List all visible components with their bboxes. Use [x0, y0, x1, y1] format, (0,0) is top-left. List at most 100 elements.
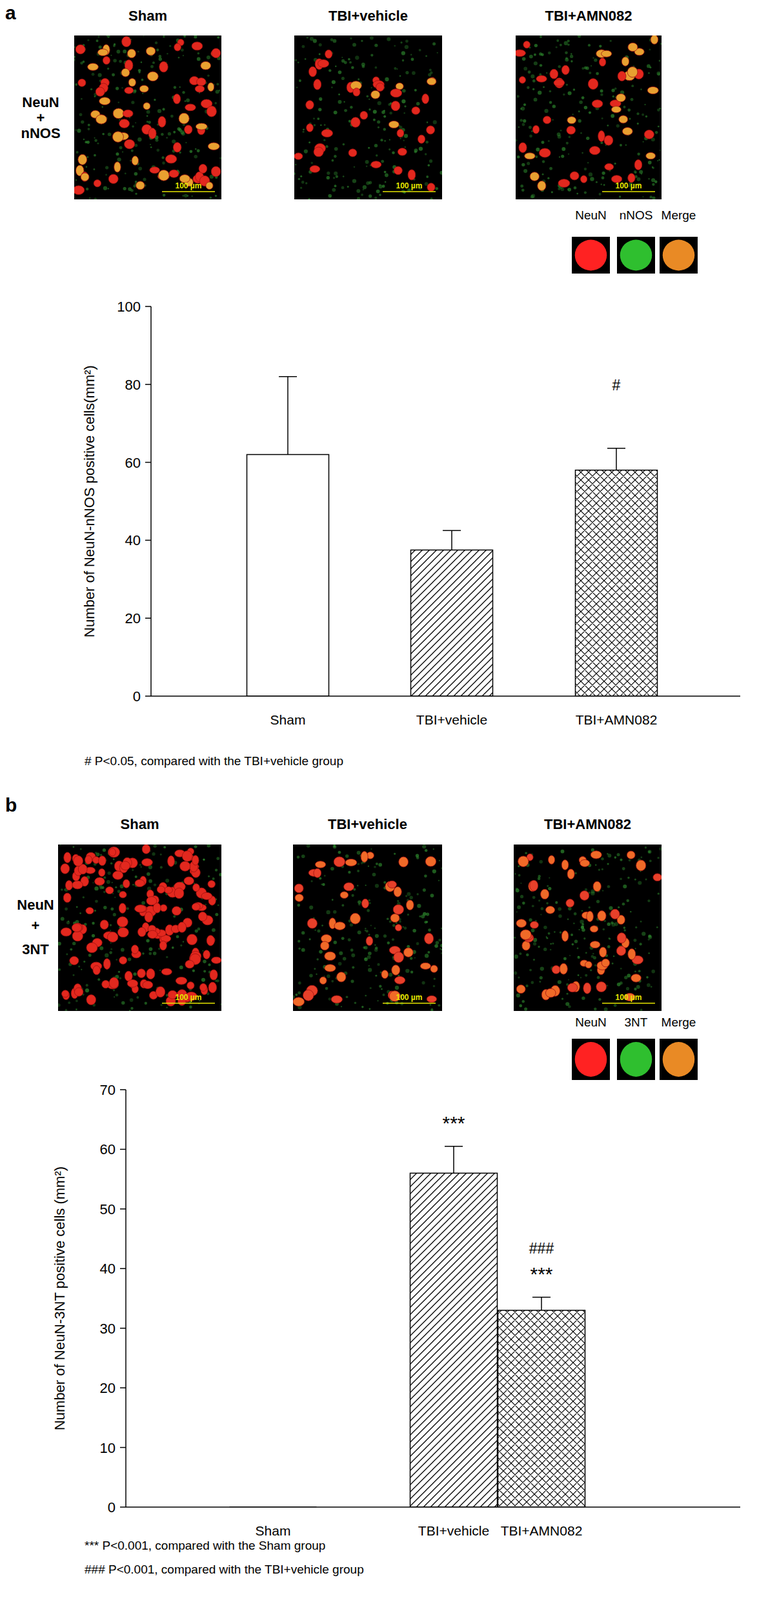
cell	[365, 937, 374, 947]
speckle	[185, 141, 187, 144]
stain-label: +	[31, 917, 41, 934]
cell	[427, 183, 435, 192]
speckle	[564, 50, 568, 55]
cell	[516, 919, 527, 929]
speckle	[326, 176, 330, 180]
speckle	[85, 984, 89, 987]
cell	[567, 983, 578, 993]
cell	[646, 152, 656, 159]
cell	[529, 880, 539, 892]
cell	[211, 48, 221, 59]
speckle	[542, 86, 545, 89]
speckle	[196, 149, 201, 153]
speckle	[633, 988, 637, 991]
speckle	[592, 57, 594, 59]
micrograph	[293, 844, 443, 1012]
speckle	[373, 866, 377, 869]
speckle	[626, 899, 630, 903]
cell	[161, 968, 172, 976]
speckle	[304, 58, 307, 61]
speckle	[545, 902, 549, 905]
category-label: Sham	[270, 712, 306, 728]
speckle	[523, 67, 528, 71]
speckle	[557, 980, 562, 985]
speckle	[82, 896, 85, 899]
speckle	[570, 52, 573, 55]
speckle	[353, 165, 356, 168]
speckle	[425, 54, 428, 57]
cell	[107, 932, 118, 943]
speckle	[513, 971, 517, 976]
speckle	[415, 854, 419, 858]
error-stem	[453, 1146, 455, 1174]
scale-bar	[161, 191, 215, 193]
speckle	[522, 56, 526, 61]
speckle	[427, 164, 430, 167]
speckle	[636, 122, 639, 125]
speckle	[338, 962, 343, 967]
inset-label: NeuN	[575, 208, 607, 223]
speckle	[422, 888, 426, 892]
speckle	[565, 1002, 570, 1007]
micrograph-bg	[513, 844, 662, 1012]
cell	[391, 101, 401, 112]
speckle	[161, 156, 164, 159]
speckle	[318, 52, 321, 55]
speckle	[112, 913, 117, 917]
speckle	[101, 132, 105, 136]
speckle	[159, 970, 161, 972]
speckle	[640, 88, 643, 91]
speckle	[658, 159, 660, 161]
speckle	[603, 183, 606, 186]
speckle	[386, 917, 390, 921]
cell	[422, 94, 430, 104]
speckle	[72, 942, 76, 946]
speckle	[416, 893, 419, 896]
speckle	[630, 98, 634, 102]
cell	[545, 906, 555, 915]
speckle	[93, 168, 96, 171]
speckle	[384, 140, 386, 142]
speckle	[97, 35, 100, 38]
speckle	[314, 929, 316, 932]
speckle	[367, 968, 372, 972]
speckle	[369, 36, 374, 41]
cell	[63, 852, 71, 863]
speckle	[298, 79, 302, 82]
speckle	[650, 986, 653, 989]
speckle	[203, 970, 206, 974]
error-cap	[278, 376, 297, 378]
speckle	[635, 948, 637, 950]
speckle	[518, 874, 521, 878]
speckle	[338, 951, 343, 956]
y-tick-label: 60	[100, 1141, 116, 1158]
speckle	[102, 848, 106, 852]
speckle	[171, 946, 175, 950]
speckle	[343, 101, 345, 103]
speckle	[435, 941, 440, 946]
speckle	[58, 968, 61, 972]
cell	[516, 985, 526, 994]
speckle	[211, 928, 216, 933]
speckle	[533, 98, 538, 102]
speckle	[158, 57, 162, 61]
speckle	[160, 866, 163, 869]
speckle	[378, 984, 382, 988]
cell	[128, 78, 136, 87]
cell	[599, 947, 607, 958]
footnote: *** P<0.001, compared with the Sham grou…	[84, 1539, 326, 1553]
speckle	[644, 846, 647, 849]
speckle	[586, 136, 590, 141]
speckle	[658, 107, 661, 110]
speckle	[152, 61, 155, 64]
speckle	[326, 171, 330, 175]
speckle	[518, 952, 522, 956]
speckle	[434, 944, 439, 949]
error-bar	[444, 1146, 463, 1174]
speckle	[96, 142, 99, 145]
inset-bg	[659, 1039, 698, 1081]
speckle	[633, 939, 637, 943]
speckle	[539, 980, 542, 983]
cell	[320, 941, 330, 951]
bar	[575, 470, 658, 697]
